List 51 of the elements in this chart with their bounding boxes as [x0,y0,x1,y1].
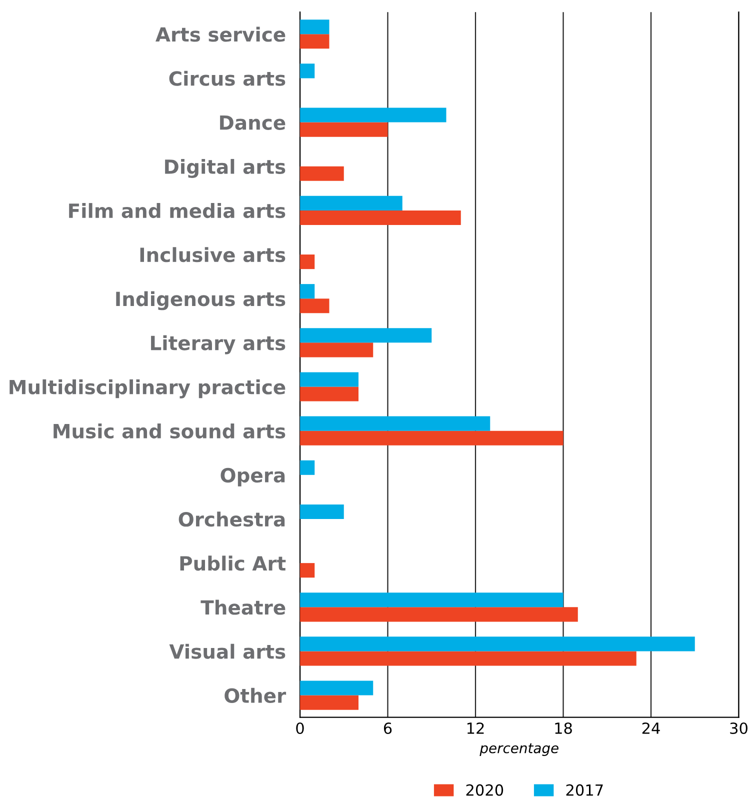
bar [300,64,315,78]
y-tick-label: Music and sound arts [54,423,286,438]
bar [300,460,315,475]
bar [300,695,358,710]
y-tick-label: Visual arts [169,644,286,659]
bar [300,430,564,446]
x-tick-label: 6 [384,722,392,734]
bar [300,210,461,225]
bar [300,386,358,402]
bar [300,416,490,431]
y-tick-label: Other [224,688,286,703]
x-tick-label: 24 [642,722,660,734]
x-tick-label: 12 [467,722,484,734]
bar [300,298,330,314]
y-tick-label: Literary arts [151,335,286,354]
bar [300,166,344,181]
bar [300,592,564,608]
y-tick-label: Indigenous arts [116,291,286,310]
bar [300,680,374,696]
legend-label: 2020 [466,784,504,796]
y-tick-label: Multidisciplinary practice [10,379,286,398]
bar [300,607,578,622]
bar [300,254,315,270]
y-tick-label: Theatre [200,600,286,615]
y-tick-label: Dance [220,115,286,130]
bar [300,372,358,387]
y-tick-label: Public Art [180,556,286,571]
bar [300,342,374,358]
x-tick-label: 30 [730,722,748,734]
bar [300,651,636,666]
y-tick-label: Inclusive arts [140,247,286,262]
bar [300,196,402,210]
bar [300,34,330,49]
y-tick-label: Opera [220,468,285,486]
y-tick-label: Digital arts [165,158,286,178]
y-tick-label: Film and media arts [69,203,286,218]
x-tick-label: 0 [296,722,304,734]
bar [300,20,330,34]
bar [300,108,446,122]
bar [300,563,315,578]
bar [300,504,344,519]
bar [300,328,432,343]
bar [300,636,695,652]
y-tick-label: Orchestra [178,512,285,527]
bar [300,284,315,299]
x-axis-title: percentage [480,743,558,756]
bar [300,122,388,137]
y-tick-label: Arts service [156,26,286,42]
y-tick-label: Circus arts [169,70,286,86]
legend-label: 2017 [566,784,603,796]
x-tick-label: 18 [555,722,572,734]
